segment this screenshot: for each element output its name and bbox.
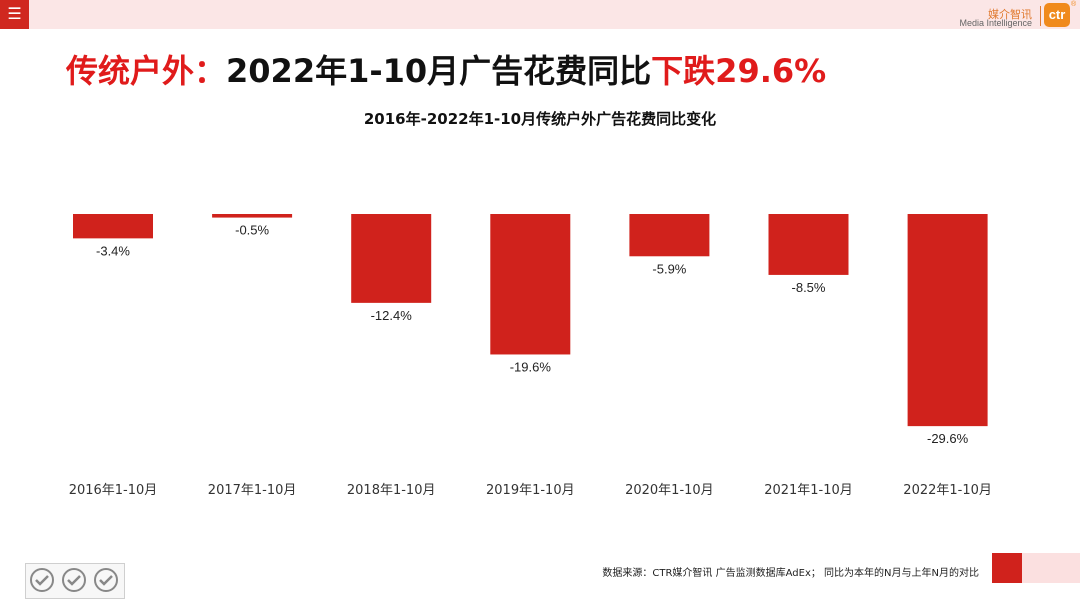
bar-chart: -3.4% 2016年1-10月 -0.5% 2017年1-10月 -12.4% 2018… bbox=[69, 214, 992, 498]
bar-5 bbox=[768, 214, 849, 275]
logo-cn-text: 媒介智讯 bbox=[988, 8, 1032, 21]
data-label: -8.5% bbox=[792, 280, 826, 295]
title-middle: 2022年1-10月广告花费同比 bbox=[226, 52, 652, 90]
menu-icon[interactable]: ☰ bbox=[0, 0, 29, 29]
title-highlight: 下跌29.6% bbox=[651, 52, 827, 90]
data-label: -19.6% bbox=[510, 359, 552, 374]
page-title: 传统户外：2022年1-10月广告花费同比下跌29.6% bbox=[66, 46, 826, 92]
data-label: -0.5% bbox=[235, 223, 269, 238]
x-tick-label: 2022年1-10月 bbox=[903, 483, 992, 498]
registered-mark: ® bbox=[1071, 1, 1077, 8]
data-label: -12.4% bbox=[371, 308, 413, 323]
certification-badge-icon bbox=[62, 568, 86, 592]
bar-2 bbox=[351, 214, 432, 303]
data-label: -5.9% bbox=[652, 261, 686, 276]
data-source-note: 数据来源：CTR媒介智讯 广告监测数据库AdEx； 同比为本年的N月与上年N月的… bbox=[602, 568, 979, 579]
title-prefix: 传统户外： bbox=[66, 52, 227, 90]
footer-pink-block bbox=[1022, 553, 1080, 583]
bar-6 bbox=[907, 214, 988, 427]
chart-title: 2016年-2022年1-10月传统户外广告花费同比变化 bbox=[363, 110, 717, 128]
certification-badge-icon bbox=[94, 568, 118, 592]
x-tick-label: 2018年1-10月 bbox=[347, 483, 436, 498]
footer-red-block bbox=[992, 553, 1022, 583]
x-tick-label: 2019年1-10月 bbox=[486, 483, 575, 498]
data-label: -3.4% bbox=[96, 243, 130, 258]
ctr-logo: ctr bbox=[1044, 3, 1070, 27]
top-bar: ☰ 媒介智讯 Media Intelligence ctr ® bbox=[0, 0, 1080, 29]
logo-en-text: Media Intelligence bbox=[959, 18, 1032, 28]
certification-badge-icon bbox=[30, 568, 54, 592]
bar-3 bbox=[490, 214, 571, 355]
x-tick-label: 2016年1-10月 bbox=[69, 483, 158, 498]
x-tick-label: 2020年1-10月 bbox=[625, 483, 714, 498]
logo-divider bbox=[1040, 6, 1041, 26]
data-label: -29.6% bbox=[927, 431, 969, 446]
bar-4 bbox=[629, 214, 710, 257]
x-tick-label: 2021年1-10月 bbox=[764, 483, 853, 498]
certification-badges bbox=[25, 563, 125, 599]
x-tick-label: 2017年1-10月 bbox=[208, 483, 297, 498]
bar-0 bbox=[73, 214, 153, 239]
bar-1 bbox=[212, 214, 293, 218]
